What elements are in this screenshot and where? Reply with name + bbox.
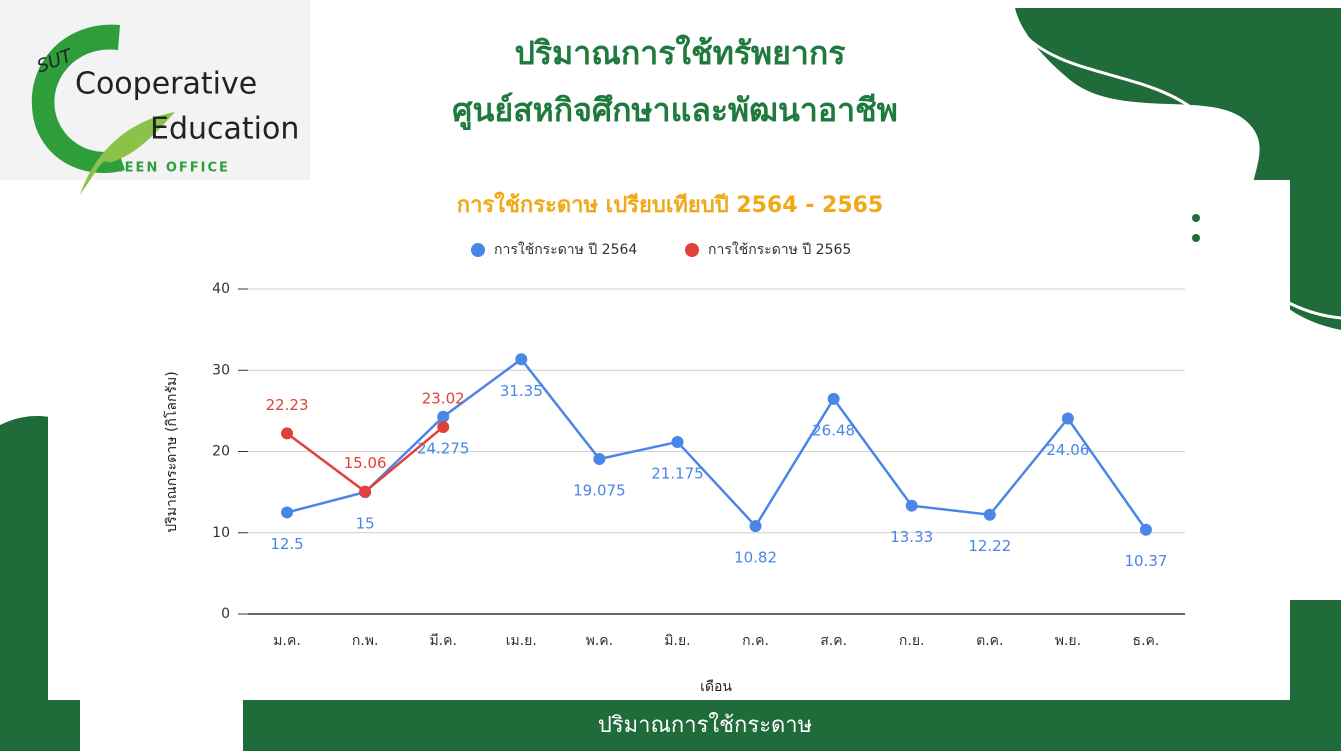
decor-dot — [1192, 214, 1200, 222]
chart-panel — [48, 180, 1290, 700]
slide: SUT Cooperative Education GREEN OFFICE ป… — [0, 0, 1341, 751]
data-point — [593, 453, 605, 465]
data-point — [750, 520, 762, 532]
x-tick-label: ต.ค. — [976, 633, 1003, 649]
y-tick-label: 30 — [212, 362, 230, 378]
legend-label: การใช้กระดาษ ปี 2565 — [708, 241, 851, 258]
y-axis-label: ปริมาณกระดาษ (กิโลกรัม) — [163, 371, 180, 532]
x-tick-label: พ.ย. — [1055, 633, 1081, 649]
data-point — [359, 486, 371, 498]
data-point — [1140, 524, 1152, 536]
logo-line2: Education — [150, 112, 299, 147]
header-title: ปริมาณการใช้ทรัพยากร — [515, 34, 846, 72]
x-tick-label: มี.ค. — [429, 633, 457, 649]
data-point — [671, 436, 683, 448]
data-point — [515, 353, 527, 365]
x-tick-label: พ.ค. — [586, 633, 614, 649]
x-tick-label: เม.ย. — [506, 633, 537, 649]
data-label: 23.02 — [422, 389, 465, 407]
footer-caption: ปริมาณการใช้กระดาษ — [598, 712, 812, 738]
x-tick-label: ก.พ. — [352, 633, 379, 649]
data-label: 15 — [356, 515, 375, 533]
y-tick-label: 20 — [212, 444, 230, 460]
x-tick-label: ธ.ค. — [1133, 633, 1160, 649]
header-subtitle: ศูนย์สหกิจศึกษาและพัฒนาอาชีพ — [452, 91, 898, 131]
data-point — [281, 506, 293, 518]
data-label: 10.37 — [1124, 552, 1167, 570]
x-tick-label: ก.ค. — [742, 633, 769, 649]
x-tick-label: ก.ย. — [899, 633, 925, 649]
data-point — [437, 421, 449, 433]
data-label: 19.075 — [573, 482, 626, 500]
y-tick-label: 0 — [221, 606, 230, 622]
data-label: 31.35 — [500, 382, 543, 400]
data-label: 12.5 — [270, 535, 303, 553]
legend-marker — [685, 243, 699, 257]
x-tick-label: ม.ค. — [273, 633, 301, 649]
decor-shape — [1285, 600, 1341, 751]
data-label: 15.06 — [344, 454, 387, 472]
logo-line1: Cooperative — [75, 67, 257, 102]
x-tick-label: ส.ค. — [820, 633, 847, 649]
data-label: 24.06 — [1046, 441, 1089, 459]
data-label: 26.48 — [812, 421, 855, 439]
data-label: 22.23 — [266, 396, 309, 414]
decor-dot — [1192, 234, 1200, 242]
y-tick-label: 40 — [212, 281, 230, 297]
legend-marker — [471, 243, 485, 257]
page: {"header": {"title_line1": "ปริมาณการใช้… — [0, 0, 1341, 751]
data-label: 21.175 — [651, 464, 704, 482]
data-point — [984, 509, 996, 521]
data-point — [906, 500, 918, 512]
logo-tagline: GREEN OFFICE — [100, 161, 230, 176]
data-point — [828, 393, 840, 405]
data-label: 13.33 — [890, 528, 933, 546]
data-label: 12.22 — [968, 537, 1011, 555]
x-axis-label: เดือน — [700, 679, 732, 695]
x-tick-label: มิ.ย. — [664, 633, 690, 649]
data-label: 10.82 — [734, 549, 777, 567]
chart-title: การใช้กระดาษ เปรียบเทียบปี 2564 - 2565 — [457, 191, 884, 218]
y-tick-label: 10 — [212, 525, 230, 541]
legend-label: การใช้กระดาษ ปี 2564 — [494, 241, 637, 258]
data-point — [281, 427, 293, 439]
data-point — [1062, 413, 1074, 425]
